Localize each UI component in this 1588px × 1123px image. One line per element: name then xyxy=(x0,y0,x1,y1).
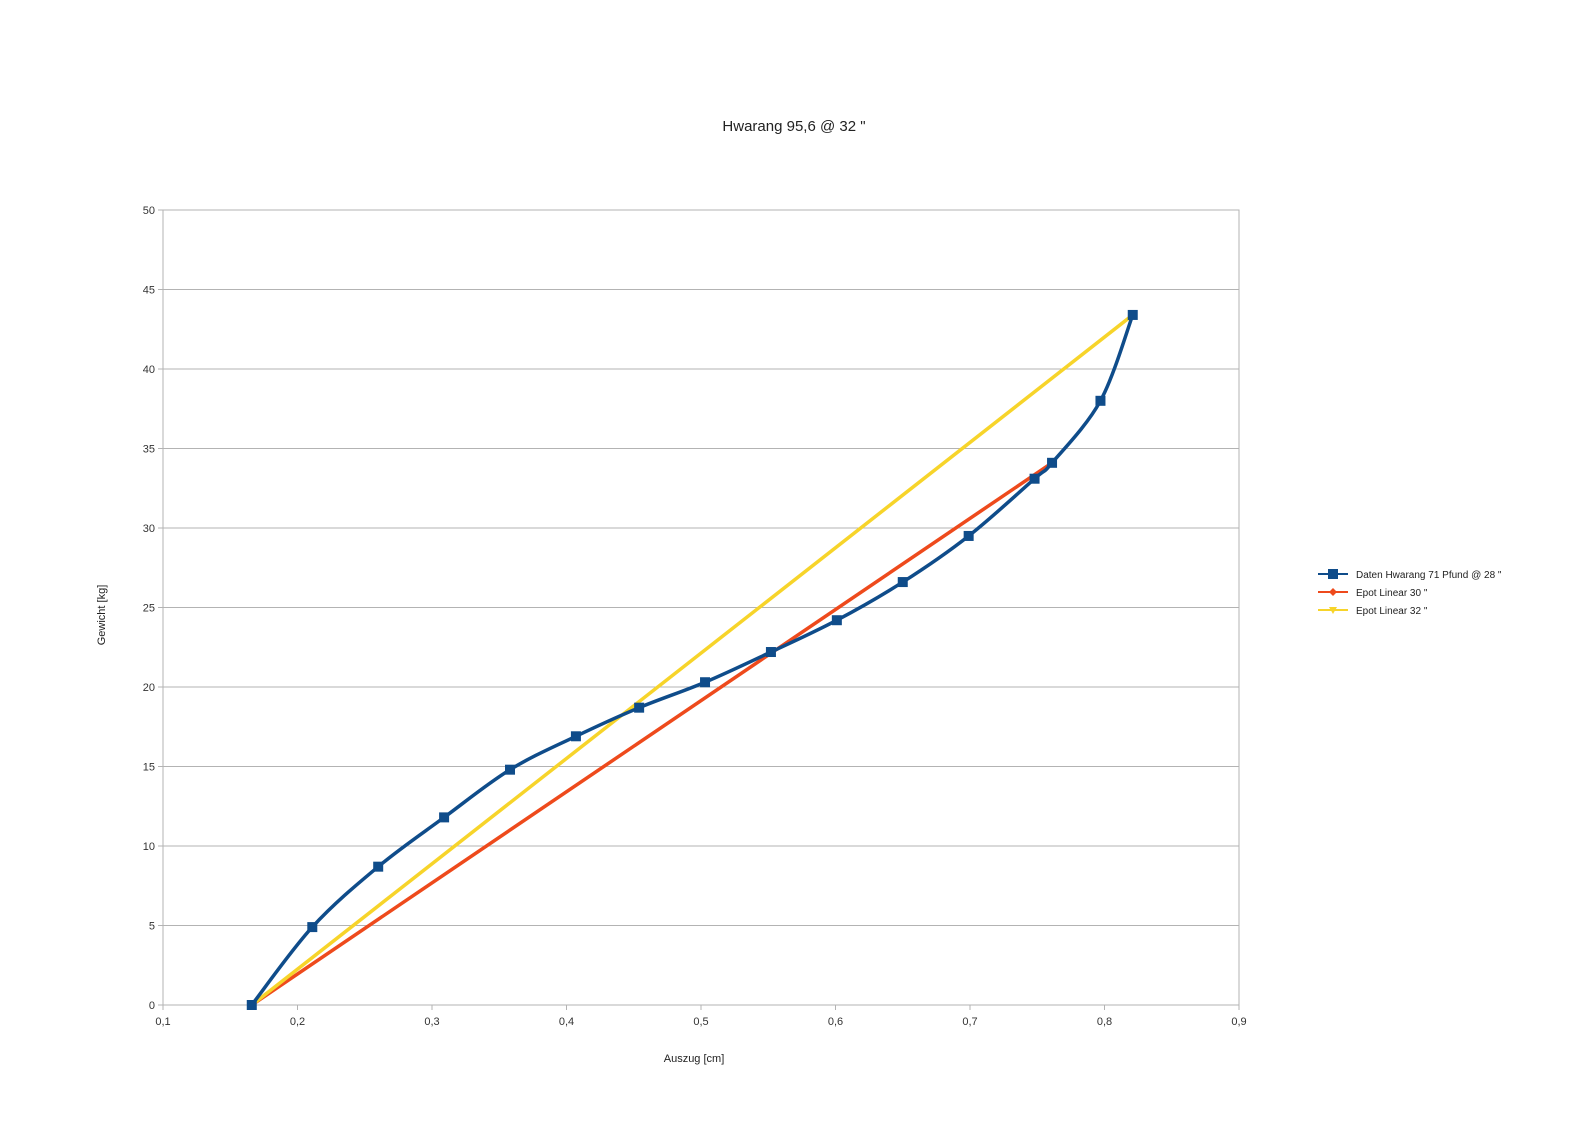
y-tick-label: 10 xyxy=(143,841,155,853)
legend-label: Epot Linear 32 " xyxy=(1356,606,1428,617)
data-point xyxy=(439,812,450,823)
x-axis-label: Auszug [cm] xyxy=(664,1053,725,1065)
data-point xyxy=(700,677,711,688)
legend-label: Daten Hwarang 71 Pfund @ 28 " xyxy=(1356,570,1502,581)
legend-item: Epot Linear 32 " xyxy=(1318,606,1428,617)
y-tick-label: 0 xyxy=(149,1000,155,1012)
y-tick-label: 35 xyxy=(143,444,155,456)
legend-item: Epot Linear 30 " xyxy=(1318,588,1428,599)
y-tick-label: 20 xyxy=(143,682,155,694)
x-tick-label: 0,6 xyxy=(828,1016,843,1028)
legend-swatch-marker xyxy=(1329,607,1337,614)
x-tick-label: 0,5 xyxy=(693,1016,708,1028)
chart-title: Hwarang 95,6 @ 32 " xyxy=(722,118,865,135)
data-point xyxy=(1127,309,1138,320)
data-point xyxy=(963,530,974,541)
data-point xyxy=(246,1000,257,1010)
series-1 xyxy=(246,309,1138,1010)
data-point xyxy=(307,922,318,933)
grid xyxy=(163,209,1239,1006)
legend-label: Epot Linear 30 " xyxy=(1356,588,1428,599)
data-point xyxy=(505,764,516,775)
y-tick-label: 45 xyxy=(143,285,155,297)
y-tick-label: 5 xyxy=(149,921,155,933)
y-tick-label: 40 xyxy=(143,364,155,376)
x-tick-label: 0,7 xyxy=(962,1016,977,1028)
x-tick-label: 0,4 xyxy=(559,1016,574,1028)
series-2 xyxy=(250,461,1054,1007)
legend-item: Daten Hwarang 71 Pfund @ 28 " xyxy=(1318,569,1502,581)
x-tick-label: 0,8 xyxy=(1097,1016,1112,1028)
series-line xyxy=(250,461,1054,1007)
data-point xyxy=(1029,473,1040,484)
data-point xyxy=(570,731,581,742)
series-line xyxy=(250,313,1135,1007)
legend-swatch-marker xyxy=(1329,588,1337,596)
data-point xyxy=(1047,457,1058,468)
x-tick-label: 0,1 xyxy=(155,1016,170,1028)
legend-swatch-marker xyxy=(1328,569,1338,579)
y-axis-label: Gewicht [kg] xyxy=(96,585,108,646)
x-tick-label: 0,3 xyxy=(424,1016,439,1028)
data-point xyxy=(1095,395,1106,406)
axes: 0 5 10 15 20 25 30 35 40 45 50 0,1 0,2 0,3 0,4 0,5 0,6 0,… xyxy=(143,205,1247,1028)
data-point xyxy=(373,861,384,872)
legend: Daten Hwarang 71 Pfund @ 28 " Epot Linear… xyxy=(1318,569,1502,617)
plot-frame xyxy=(162,209,1240,1006)
data-point xyxy=(897,577,908,588)
y-tick-label: 50 xyxy=(143,205,155,217)
x-tick-label: 0,9 xyxy=(1231,1016,1246,1028)
series-line xyxy=(250,313,1135,1007)
y-tick-label: 30 xyxy=(143,523,155,535)
data-point xyxy=(765,647,776,658)
data-point xyxy=(634,702,645,713)
data-point xyxy=(831,615,842,626)
x-tick-label: 0,2 xyxy=(290,1016,305,1028)
y-tick-label: 25 xyxy=(143,603,155,615)
series-3 xyxy=(250,313,1135,1007)
y-tick-label: 15 xyxy=(143,762,155,774)
series-layer xyxy=(246,309,1138,1010)
